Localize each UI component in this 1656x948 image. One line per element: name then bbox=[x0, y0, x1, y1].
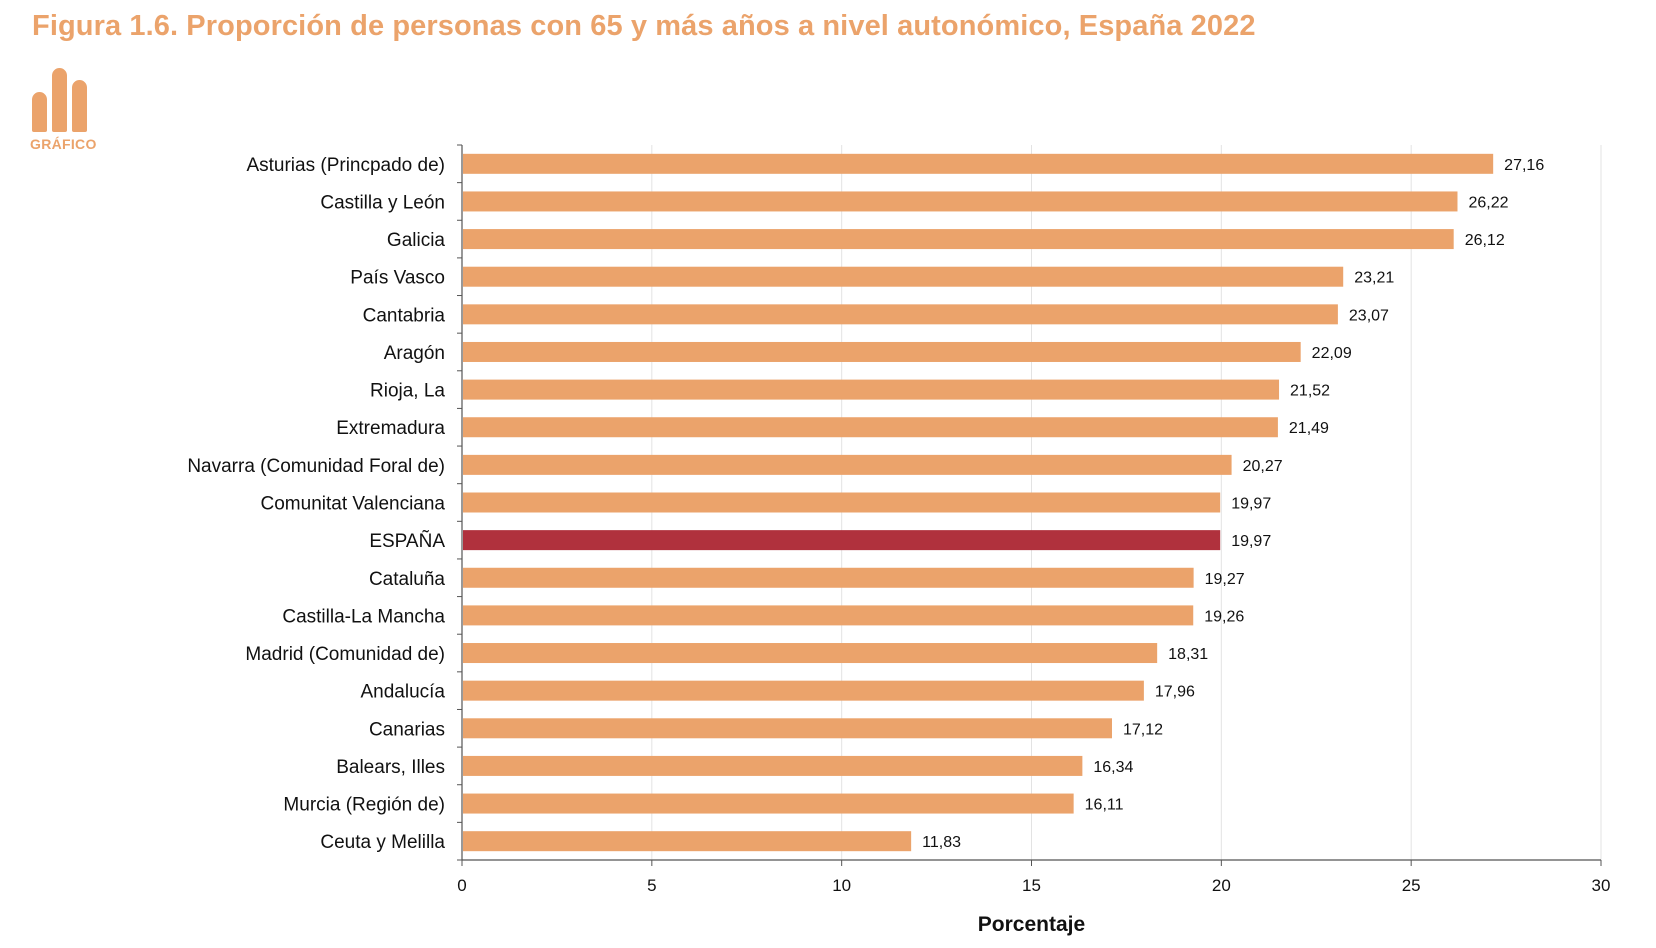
x-tick-label: 15 bbox=[1022, 876, 1041, 895]
bar bbox=[463, 191, 1458, 212]
category-label: Rioja, La bbox=[370, 381, 445, 402]
x-tick-label: 0 bbox=[457, 876, 466, 895]
category-label: Aragón bbox=[384, 343, 445, 364]
bar bbox=[463, 718, 1112, 739]
data-label: 26,22 bbox=[1468, 194, 1508, 211]
bar bbox=[463, 229, 1454, 250]
bar-highlight bbox=[463, 530, 1221, 551]
category-label: Murcia (Región de) bbox=[283, 795, 445, 816]
chart-title: Figura 1.6. Proporción de personas con 6… bbox=[32, 10, 1256, 42]
category-label: Andalucía bbox=[360, 682, 445, 703]
bar bbox=[463, 831, 912, 852]
bar bbox=[463, 492, 1221, 513]
bar bbox=[463, 755, 1083, 776]
data-label: 16,11 bbox=[1085, 797, 1124, 814]
category-label: Comunitat Valenciana bbox=[261, 494, 446, 515]
category-label: Asturias (Princpado de) bbox=[246, 155, 445, 176]
category-label: País Vasco bbox=[350, 268, 445, 289]
x-tick-label: 20 bbox=[1212, 876, 1231, 895]
category-label: Galicia bbox=[387, 230, 446, 251]
bar bbox=[463, 454, 1232, 475]
category-label: Balears, Illes bbox=[336, 757, 445, 778]
bar bbox=[463, 266, 1344, 287]
category-label: Cataluña bbox=[369, 569, 445, 590]
data-label: 23,07 bbox=[1349, 307, 1389, 324]
data-label: 18,31 bbox=[1168, 646, 1208, 663]
data-label: 22,09 bbox=[1312, 345, 1352, 362]
bar bbox=[463, 793, 1074, 814]
data-label: 19,97 bbox=[1231, 496, 1271, 513]
category-label: Cantabria bbox=[363, 305, 446, 326]
category-label: Ceuta y Melilla bbox=[320, 832, 445, 853]
bar bbox=[463, 341, 1301, 362]
data-label: 19,26 bbox=[1204, 608, 1244, 625]
data-label: 17,96 bbox=[1155, 684, 1195, 701]
category-label: ESPAÑA bbox=[369, 530, 445, 552]
bar bbox=[463, 153, 1494, 174]
bar bbox=[463, 304, 1338, 325]
category-label: Madrid (Comunidad de) bbox=[245, 644, 445, 665]
x-tick-label: 5 bbox=[647, 876, 656, 895]
data-label: 23,21 bbox=[1354, 270, 1394, 287]
data-label: 19,97 bbox=[1231, 533, 1271, 550]
data-label: 26,12 bbox=[1465, 232, 1505, 249]
bar bbox=[463, 643, 1158, 664]
data-label: 19,27 bbox=[1205, 571, 1245, 588]
chart-logo: GRÁFICO bbox=[30, 68, 100, 160]
category-label: Extremadura bbox=[336, 418, 445, 439]
data-label: 11,83 bbox=[922, 834, 961, 851]
bar bbox=[463, 417, 1278, 438]
x-tick-label: 30 bbox=[1592, 876, 1611, 895]
bar bbox=[463, 605, 1194, 626]
category-label: Canarias bbox=[369, 719, 445, 740]
data-label: 17,12 bbox=[1123, 721, 1163, 738]
category-label: Castilla y León bbox=[320, 192, 445, 213]
bar-chart-logo-icon bbox=[72, 80, 87, 132]
category-label: Castilla-La Mancha bbox=[282, 606, 445, 627]
bar-chart-logo-icon bbox=[52, 68, 67, 132]
data-label: 21,52 bbox=[1290, 383, 1330, 400]
x-tick-label: 10 bbox=[832, 876, 851, 895]
data-label: 21,49 bbox=[1289, 420, 1329, 437]
data-label: 20,27 bbox=[1243, 458, 1283, 475]
bar bbox=[463, 379, 1280, 400]
bar-chart-logo-icon bbox=[32, 92, 47, 132]
data-label: 16,34 bbox=[1093, 759, 1133, 776]
x-tick-label: 25 bbox=[1402, 876, 1421, 895]
x-axis-title: Porcentaje bbox=[978, 913, 1085, 936]
bar bbox=[463, 567, 1194, 588]
logo-label: GRÁFICO bbox=[30, 136, 97, 152]
category-label: Navarra (Comunidad Foral de) bbox=[187, 456, 445, 477]
data-label: 27,16 bbox=[1504, 157, 1544, 174]
bar bbox=[463, 680, 1144, 701]
